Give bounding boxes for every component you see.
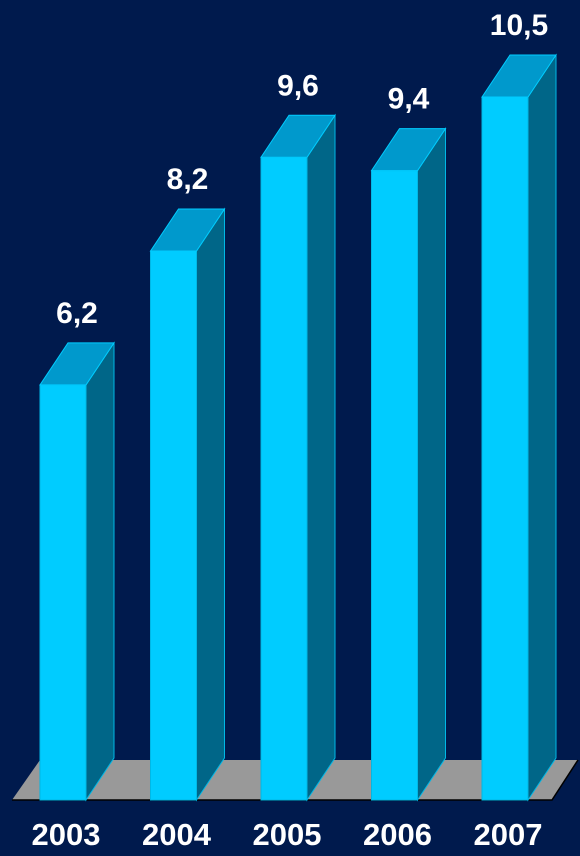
bar-front-face [260,156,308,801]
bar [370,126,447,802]
bar-side-face [527,53,557,802]
bar-top-face [260,114,336,158]
bar-side-face [85,341,115,802]
bar-front-face [39,384,87,801]
bar-front-face [371,170,418,801]
data-label: 10,5 [490,9,548,42]
bar-side-face [306,113,336,802]
data-label: 9,4 [388,83,430,116]
bar [39,341,115,802]
x-tick-label: 2007 [474,817,543,852]
x-tick-labels-group: 2003 2004 2005 2006 2007 [32,817,543,852]
bar-front-face [481,96,529,801]
bars-group [39,53,557,802]
bar [481,53,557,802]
data-label: 9,6 [277,69,319,102]
x-tick-label: 2006 [363,817,432,852]
bar-top-face [370,128,447,172]
bar [149,207,226,802]
x-tick-label: 2004 [142,817,212,852]
x-tick-label: 2005 [253,817,322,852]
data-label: 6,2 [56,297,98,330]
data-label: 8,2 [167,163,209,196]
x-tick-label: 2003 [32,817,101,852]
bar-top-face [481,54,557,98]
bar-side-face [196,207,225,802]
bar-top-face [39,342,115,386]
value-labels-group: 6,2 8,2 9,6 9,4 10,5 [56,9,548,330]
bar-side-face [417,126,446,802]
bar [260,113,336,802]
bar-front-face [150,250,197,801]
bar-top-face [149,208,226,252]
